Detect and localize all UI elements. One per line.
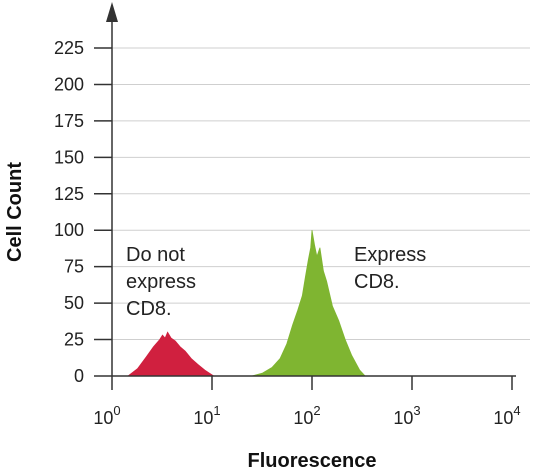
annotation-line: express (126, 271, 196, 293)
histogram-annotation: Do not express CD8. (126, 244, 196, 320)
annotation-line: Do not (126, 244, 185, 266)
x-tick-base: 10 (293, 408, 313, 428)
y-ticks: 0 25 50 75 100 125 150 175 200 225 (54, 38, 112, 386)
y-tick-label: 0 (74, 366, 84, 386)
x-tick-label: 101 (193, 403, 220, 428)
y-axis-arrow-icon (106, 2, 118, 22)
x-tick-label: 100 (93, 403, 120, 428)
y-tick-label: 175 (54, 111, 84, 131)
y-tick-label: 125 (54, 184, 84, 204)
annotation-line: CD8. (354, 271, 400, 293)
y-tick-label: 75 (64, 257, 84, 277)
y-tick-label: 225 (54, 38, 84, 58)
x-tick-exponent: 1 (213, 403, 220, 418)
x-tick-exponent: 2 (313, 403, 320, 418)
gridlines (112, 47, 530, 341)
x-tick-base: 10 (93, 408, 113, 428)
x-tick-label: 104 (493, 403, 520, 428)
x-tick-exponent: 3 (413, 403, 420, 418)
histogram-annotation: Express CD8. (354, 244, 426, 293)
histogram-area (126, 331, 216, 377)
axes (106, 2, 516, 377)
x-tick-label: 102 (293, 403, 320, 428)
x-tick-exponent: 0 (113, 403, 120, 418)
annotation-line: CD8. (126, 298, 172, 320)
x-tick-label: 103 (393, 403, 420, 428)
y-tick-label: 150 (54, 147, 84, 167)
y-tick-label: 50 (64, 293, 84, 313)
x-tick-exponent: 4 (513, 403, 520, 418)
histogram-area (251, 230, 367, 377)
y-tick-label: 25 (64, 330, 84, 350)
y-tick-label: 100 (54, 220, 84, 240)
y-tick-label: 200 (54, 74, 84, 94)
x-tick-base: 10 (393, 408, 413, 428)
y-axis-title: Cell Count (4, 162, 26, 262)
annotation-line: Express (354, 244, 426, 266)
x-ticks: 100 101 102 103 104 (93, 376, 521, 428)
x-tick-base: 10 (193, 408, 213, 428)
x-axis-title: Fluorescence (248, 450, 377, 472)
x-tick-base: 10 (493, 408, 513, 428)
series-layer (126, 230, 367, 377)
annotations: Do not express CD8. Express CD8. (126, 244, 426, 320)
